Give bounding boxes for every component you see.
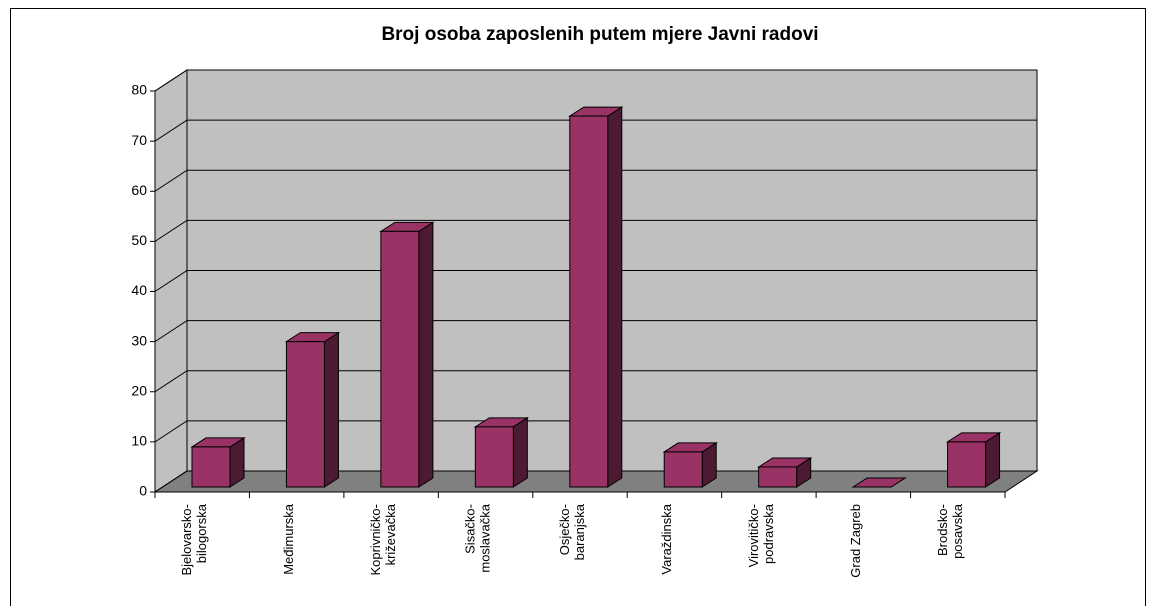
x-tick-label: Virovitičko- podravska — [745, 504, 776, 568]
bar-top — [851, 477, 907, 488]
bar — [474, 426, 514, 488]
grid-line — [154, 169, 1037, 192]
bar — [285, 341, 325, 488]
y-tick-label: 60 — [131, 182, 147, 198]
y-tick-label: 50 — [131, 232, 147, 248]
grid-line — [154, 470, 1037, 493]
x-tick-label: Koprivničko- križevačka — [368, 504, 399, 576]
bar-side — [512, 416, 528, 488]
grid-line — [154, 370, 1037, 393]
y-tick-label: 30 — [131, 332, 147, 348]
y-tick-label: 40 — [131, 282, 147, 298]
y-tick-label: 20 — [131, 382, 147, 398]
y-tick-label: 70 — [131, 132, 147, 148]
x-tick-label: Osječko- baranjska — [557, 504, 587, 561]
x-tick-label: Grad Zagreb — [847, 504, 863, 578]
grid-line — [154, 420, 1037, 443]
chart-frame — [10, 8, 1146, 606]
y-tick-label: 10 — [131, 433, 147, 449]
x-tick-label: Bjelovarsko- bilogorska — [179, 504, 210, 576]
bar — [569, 115, 609, 488]
bar — [947, 441, 987, 488]
bar — [380, 230, 420, 488]
y-tick-label: 0 — [139, 483, 147, 499]
y-tick-label: 80 — [131, 82, 147, 98]
x-tick-label: Sisačko- moslavačka — [462, 504, 493, 573]
x-tick-label: Varaždinska — [658, 504, 674, 575]
chart-title: Broj osoba zaposlenih putem mjere Javni … — [381, 24, 818, 45]
bar — [663, 451, 703, 488]
grid-line — [154, 270, 1037, 292]
x-tick-label: Međimurska — [281, 504, 297, 575]
grid-line — [154, 320, 1037, 343]
bar-side — [418, 221, 434, 488]
grid-line — [154, 69, 1037, 92]
bar-side — [323, 331, 339, 488]
bar — [758, 466, 798, 488]
grid-line — [154, 119, 1037, 142]
bar-side — [607, 106, 623, 488]
x-tick-label: Brodsko- posavska — [934, 504, 965, 559]
grid-line — [154, 219, 1037, 242]
bar — [191, 446, 231, 488]
